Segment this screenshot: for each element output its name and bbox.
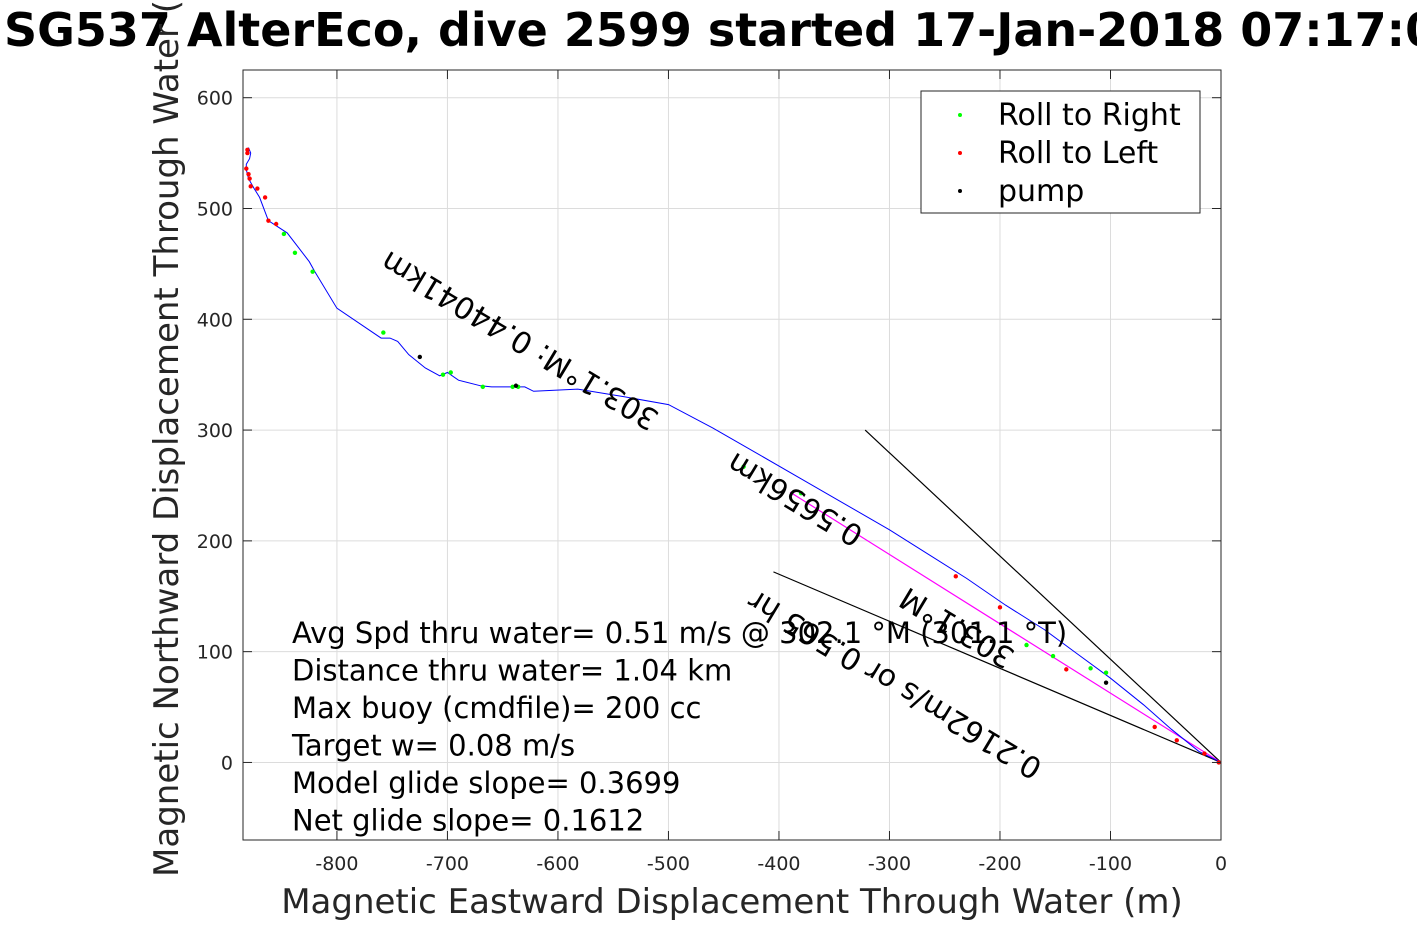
roll-to-left-point	[1202, 751, 1207, 756]
roll-to-right-point	[1088, 666, 1093, 671]
x-tick-label: 0	[1215, 853, 1227, 875]
legend-box	[920, 90, 1201, 214]
legend: Roll to Right Roll to Left pump	[920, 90, 1201, 214]
roll-to-right-point	[510, 384, 515, 390]
stats-annotations: Avg Spd thru water= 0.51 m/s @ 302.1 °M …	[291, 616, 1067, 838]
roll-to-left-point	[244, 166, 249, 171]
legend-marker-pump	[958, 189, 962, 193]
track-line-layer	[245, 147, 1222, 763]
y-tick-label: 200	[197, 531, 233, 553]
reference-line-2	[789, 491, 1222, 763]
legend-marker-roll-right	[958, 113, 962, 117]
roll-to-right-point	[1103, 670, 1109, 675]
chart-title: SG537 AlterEco, dive 2599 started 17-Jan…	[4, 3, 1417, 57]
roll-to-left-point	[997, 605, 1003, 610]
x-tick-label: -200	[978, 853, 1021, 875]
roll-to-right-point	[1024, 642, 1029, 648]
roll-to-left-point	[248, 184, 253, 189]
roll-to-left-point	[1064, 667, 1069, 672]
roll-to-left-point	[1174, 738, 1179, 743]
reference-lines	[773, 429, 1222, 763]
x-axis-label: Magnetic Eastward Displacement Through W…	[281, 882, 1183, 922]
roll-to-left-point	[266, 218, 271, 223]
roll-to-left-point	[245, 147, 250, 152]
roll-to-right-point	[292, 250, 298, 256]
roll-to-left-point	[255, 186, 260, 191]
x-tick-label: -300	[868, 853, 911, 875]
roll-to-left-point	[953, 574, 958, 579]
roll-to-right-point	[310, 269, 315, 274]
roll-to-left-point	[273, 221, 279, 227]
grid-lines	[243, 70, 1222, 840]
y-tick-label: 400	[197, 309, 233, 331]
y-tick-label: 300	[197, 420, 233, 442]
data-points	[244, 147, 1221, 765]
y-tick-label: 500	[197, 198, 233, 220]
x-tick-label: -600	[536, 853, 579, 875]
y-tick-label: 100	[197, 642, 233, 664]
reference-line-0	[864, 429, 1222, 763]
legend-label-roll-right: Roll to Right	[998, 98, 1181, 133]
y-tick-label: 0	[221, 752, 233, 774]
roll-to-right-point	[448, 370, 453, 375]
roll-to-left-point	[262, 195, 268, 200]
stats-annotation-1: Distance thru water= 1.04 km	[292, 654, 732, 688]
roll-to-right-point	[798, 491, 804, 496]
reference-line-1	[773, 571, 1222, 763]
roll-to-right-point	[440, 372, 446, 377]
roll-to-left-point	[245, 150, 250, 156]
x-tick-label: -400	[757, 853, 800, 875]
track-line	[245, 147, 1222, 763]
roll-to-left-point	[247, 176, 252, 181]
roll-to-right-point	[281, 231, 287, 237]
stats-annotation-3: Target w= 0.08 m/s	[291, 729, 575, 763]
pump-point	[417, 354, 423, 360]
legend-marker-roll-left	[958, 151, 962, 155]
legend-label-roll-left: Roll to Left	[998, 136, 1158, 171]
x-tick-label: -700	[426, 853, 469, 875]
y-axis-label: Magnetic Northward Displacement Through …	[147, 0, 187, 877]
roll-to-left-point	[246, 171, 251, 177]
plot-frame	[242, 69, 1222, 841]
y-tick-label: 600	[197, 88, 233, 110]
pump-point	[513, 383, 519, 388]
stats-annotation-0: Avg Spd thru water= 0.51 m/s @ 302.1 °M …	[292, 616, 1067, 650]
legend-label-pump: pump	[998, 174, 1084, 209]
x-tick-label: -800	[315, 853, 358, 875]
roll-to-right-point	[741, 464, 746, 469]
stats-annotation-4: Model glide slope= 0.3699	[292, 766, 680, 800]
roll-to-right-point	[381, 330, 386, 335]
pump-point	[1103, 680, 1109, 685]
roll-to-left-point	[1152, 724, 1157, 730]
x-tick-label: -100	[1089, 853, 1132, 875]
roll-to-right-point	[1050, 653, 1056, 659]
roll-to-right-point	[480, 384, 486, 390]
axis-ticks: -800 -700 -600 -500 -400 -300 -200 -100 0 0 100 200…	[197, 70, 1227, 875]
stats-annotation-5: Net glide slope= 0.1612	[292, 804, 644, 838]
stats-annotation-2: Max buoy (cmdfile)= 200 cc	[292, 691, 701, 725]
x-tick-label: -500	[647, 853, 690, 875]
